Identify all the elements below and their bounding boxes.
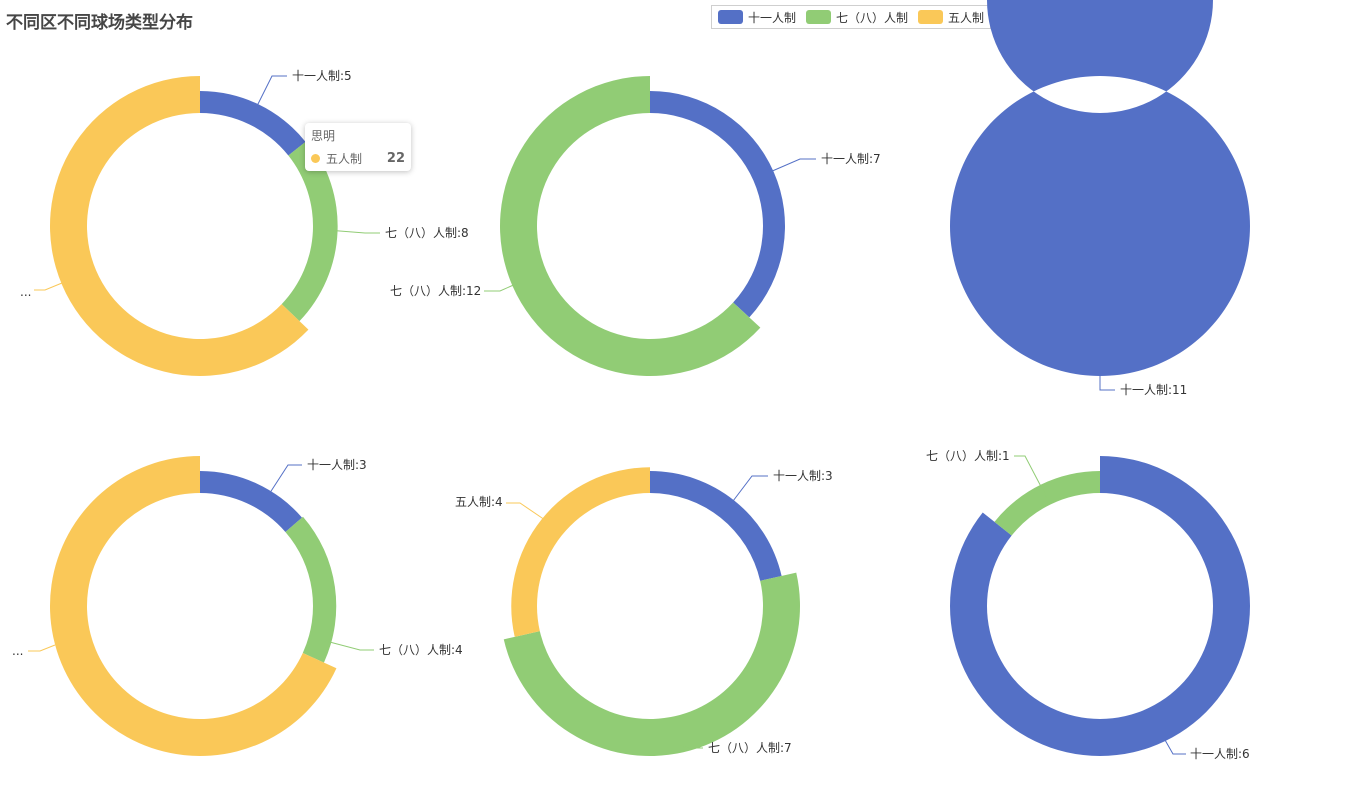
slice-1-2[interactable]: [281, 140, 338, 322]
label-line-1-1: [249, 75, 287, 121]
legend-swatch-seven: [806, 10, 832, 24]
tooltip-color-dot: [311, 154, 320, 163]
legend-label-seven: 七（八）人制: [836, 10, 909, 25]
label-line-1-3: [34, 282, 63, 291]
slice-label-4-3: ...: [12, 644, 23, 658]
slice-4-1[interactable]: [200, 471, 303, 533]
label-line-4-1: [263, 464, 302, 503]
legend-item-five[interactable]: 五人制: [918, 9, 984, 26]
label-line-2-2: [484, 282, 519, 292]
slice-2-2[interactable]: [500, 76, 761, 376]
slice-6-2[interactable]: [994, 471, 1100, 536]
slice-label-5-2: 七（八）人制:7: [708, 741, 792, 755]
slice-3-1[interactable]: [950, 0, 1250, 376]
slice-5-2[interactable]: [503, 572, 800, 756]
donut-chart-5: 十一人制:3 七（八）人制:7 五人制:4: [455, 467, 833, 756]
slice-label-4-1: 十一人制:3: [307, 458, 367, 472]
slice-1-3[interactable]: [49, 76, 309, 376]
slice-6-1[interactable]: [950, 456, 1250, 756]
label-line-5-2: [679, 745, 703, 749]
donut-chart-6: 十一人制:6 七（八）人制:1: [926, 449, 1250, 761]
donut-chart-3: 十一人制:11: [950, 0, 1250, 397]
legend-label-eleven: 十一人制: [748, 10, 797, 25]
donut-chart-1: 十一人制:5 七（八）人制:8...: [20, 69, 469, 376]
slice-4-3[interactable]: [50, 456, 337, 756]
slice-label-1-2: 七（八）人制:8: [385, 226, 469, 240]
label-line-1-2: [326, 229, 380, 234]
slice-label-1-3: ...: [20, 285, 31, 299]
tooltip-value: 22: [386, 151, 405, 166]
slice-1-1[interactable]: [200, 91, 306, 156]
chart-title: 不同区不同球场类型分布: [6, 13, 193, 33]
legend-item-seven[interactable]: 七（八）人制: [806, 9, 908, 26]
slice-label-2-2: 七（八）人制:12: [390, 284, 481, 298]
label-line-5-3: [506, 502, 546, 521]
slice-label-6-1: 十一人制:6: [1190, 747, 1250, 761]
label-line-3-1: [1099, 376, 1115, 391]
label-line-2-1: [769, 158, 816, 173]
slice-label-5-3: 五人制:4: [455, 495, 503, 509]
label-line-6-1: [1164, 739, 1186, 755]
chart-tooltip: 思明 五人制 22: [305, 123, 411, 171]
slice-label-3-1: 十一人制:11: [1120, 383, 1187, 397]
tooltip-title: 思明: [311, 129, 336, 143]
slice-label-6-2: 七（八）人制:1: [926, 449, 1010, 463]
label-line-5-1: [729, 475, 768, 506]
label-line-4-3: [28, 644, 56, 652]
legend-item-eleven[interactable]: 十一人制: [718, 9, 796, 26]
donut-chart-4: 十一人制:3 七（八）人制:4...: [12, 456, 463, 756]
chart-legend: 十一人制 七（八）人制 五人制: [711, 5, 992, 29]
slice-label-4-2: 七（八）人制:4: [379, 643, 463, 657]
legend-swatch-five: [918, 10, 944, 24]
donut-chart-2: 十一人制:7 七（八）人制:12: [390, 76, 881, 376]
slice-label-2-1: 十一人制:7: [821, 152, 881, 166]
label-line-6-2: [1014, 455, 1048, 499]
slice-5-1[interactable]: [650, 471, 782, 581]
slice-label-5-1: 十一人制:3: [773, 469, 833, 483]
slice-label-1-1: 十一人制:5: [292, 69, 352, 83]
legend-swatch-eleven: [718, 10, 743, 24]
tooltip-series-name: 五人制: [326, 152, 363, 166]
slice-2-1[interactable]: [650, 91, 786, 318]
label-line-4-2: [321, 639, 374, 651]
slice-5-3[interactable]: [511, 467, 650, 637]
slice-4-2[interactable]: [285, 516, 337, 663]
legend-label-five: 五人制: [948, 10, 985, 25]
tooltip-row: 五人制 22: [311, 150, 405, 167]
